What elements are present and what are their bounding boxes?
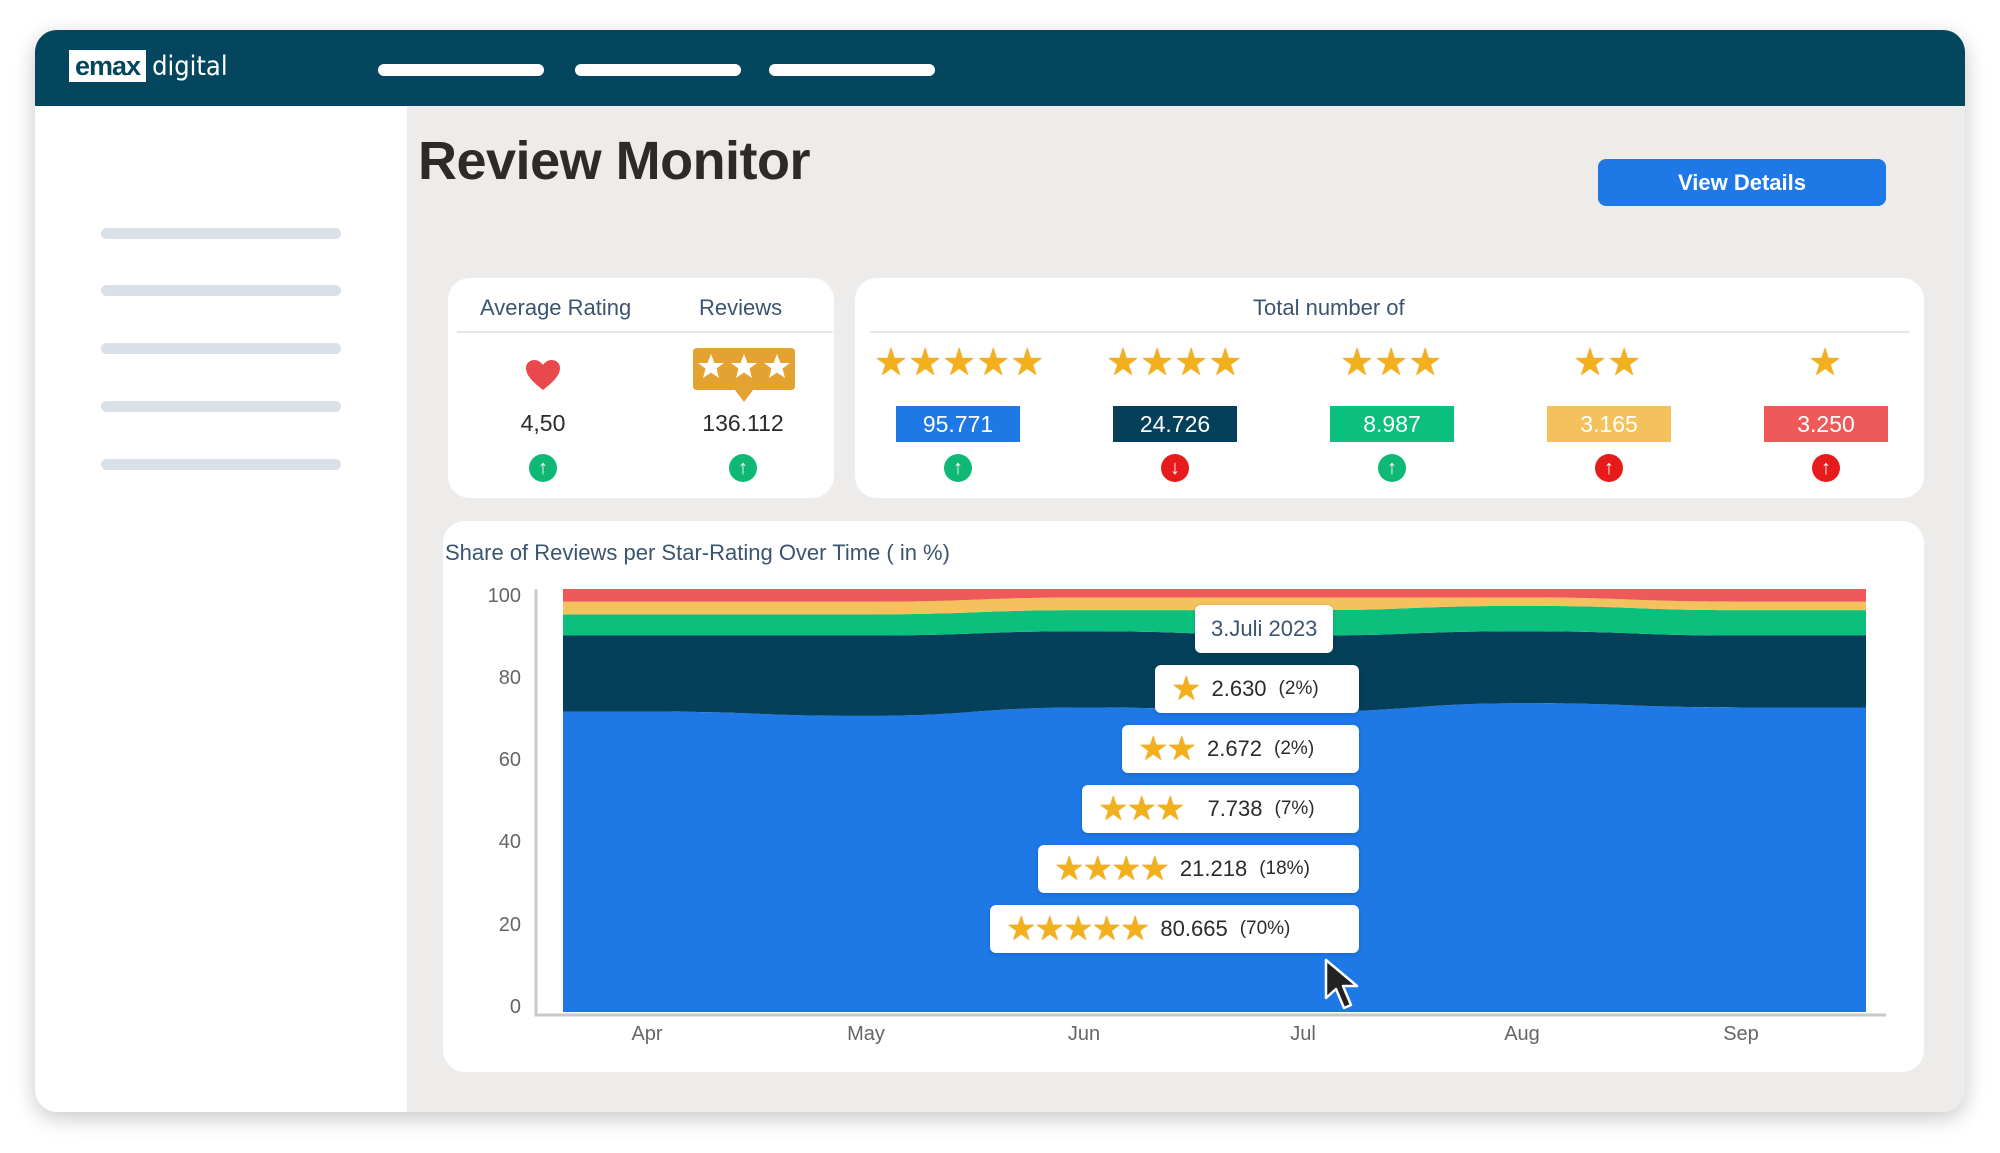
view-details-button[interactable]: View Details <box>1598 159 1886 206</box>
x-tick-may: May <box>847 1023 885 1045</box>
x-tick-sep: Sep <box>1723 1023 1759 1045</box>
nav-item-1[interactable] <box>378 64 544 76</box>
average-rating-label: Average Rating <box>480 295 632 320</box>
tooltip-row-3-star: ★★★ 7.738 (7%) <box>1082 785 1359 833</box>
y-tick-100: 100 <box>487 585 521 607</box>
y-tick-0: 0 <box>509 996 521 1018</box>
heart-icon <box>526 360 560 390</box>
sidebar-item-2[interactable] <box>101 285 341 296</box>
sidebar-item-3[interactable] <box>101 343 341 354</box>
one-star-icon: ★ <box>1808 342 1843 384</box>
area-series-1-star <box>563 589 1866 602</box>
x-tick-jun: Jun <box>1067 1023 1101 1045</box>
nav-item-2[interactable] <box>575 64 741 76</box>
reviews-count-value: 136.112 <box>702 410 784 436</box>
nav-item-3[interactable] <box>769 64 935 76</box>
tooltip-star-icons: ★★★★ <box>1054 850 1170 888</box>
tooltip-value: 7.738 <box>1207 796 1263 821</box>
four-star-total: 24.726 <box>1113 406 1237 442</box>
five-star-total: 95.771 <box>896 406 1020 442</box>
one-star-trend-icon: ↑ <box>1812 454 1840 482</box>
total-number-header: Total number of <box>1253 295 1405 320</box>
sidebar <box>35 106 407 1112</box>
y-tick-20: 20 <box>498 914 521 936</box>
three-star-trend-up-icon: ↑ <box>1378 454 1406 482</box>
tooltip-percent: (2%) <box>1274 738 1315 759</box>
two-star-icons: ★★ <box>1573 342 1642 384</box>
five-star-icons: ★★★★★ <box>874 342 1045 384</box>
tooltip-percent: (18%) <box>1259 858 1310 879</box>
three-star-icons: ★★★ <box>1340 342 1443 384</box>
tooltip-value: 21.218 <box>1179 856 1248 881</box>
mouse-cursor-icon <box>1324 958 1359 1010</box>
x-tick-apr: Apr <box>631 1023 663 1045</box>
tooltip-value: 2.630 <box>1211 676 1267 701</box>
average-rating-trend-up-icon: ↑ <box>529 454 557 482</box>
average-rating-value: 4,50 <box>520 410 566 436</box>
review-speech-bubble-icon <box>693 348 795 402</box>
x-tick-jul: Jul <box>1290 1023 1316 1045</box>
three-star-total: 8.987 <box>1330 406 1454 442</box>
tooltip-row-2-star: ★★ 2.672 (2%) <box>1122 725 1359 773</box>
summary-divider <box>457 331 833 333</box>
reviews-trend-up-icon: ↑ <box>729 454 757 482</box>
five-star-trend-up-icon: ↑ <box>944 454 972 482</box>
reviews-label: Reviews <box>699 295 783 320</box>
page-title: Review Monitor <box>418 131 811 191</box>
tooltip-date-text: 3.Juli 2023 <box>1211 616 1318 641</box>
y-tick-60: 60 <box>498 749 521 771</box>
top-navigation-bar: emax digital <box>35 30 1965 106</box>
tooltip-star-icons: ★★ <box>1138 730 1197 768</box>
tooltip-percent: (2%) <box>1278 678 1319 699</box>
two-star-trend-icon: ↑ <box>1595 454 1623 482</box>
tooltip-row-1-star: ★ 2.630 (2%) <box>1155 665 1359 713</box>
tooltip-star-icons: ★★★ <box>1098 790 1185 828</box>
sidebar-item-4[interactable] <box>101 401 341 412</box>
logo-text: digital <box>152 50 228 82</box>
tooltip-percent: (70%) <box>1239 918 1291 939</box>
sidebar-item-5[interactable] <box>101 459 341 470</box>
four-star-trend-down-icon: ↓ <box>1161 454 1189 482</box>
y-tick-80: 80 <box>498 667 521 689</box>
tooltip-row-5-star: ★★★★★ 80.665 (70%) <box>990 905 1359 953</box>
tooltip-star-icons: ★ <box>1171 670 1202 708</box>
four-star-icons: ★★★★ <box>1106 342 1243 384</box>
y-tick-40: 40 <box>498 831 521 853</box>
one-star-total: 3.250 <box>1764 406 1888 442</box>
tooltip-value: 80.665 <box>1160 916 1228 941</box>
tooltip-row-4-star: ★★★★ 21.218 (18%) <box>1038 845 1359 893</box>
logo-box: emax <box>69 50 147 82</box>
emax-digital-logo[interactable]: emax digital <box>69 50 228 82</box>
totals-divider <box>870 331 1910 333</box>
chart-title: Share of Reviews per Star-Rating Over Ti… <box>445 540 950 565</box>
tooltip-percent: (7%) <box>1274 798 1315 819</box>
x-tick-aug: Aug <box>1504 1023 1540 1045</box>
tooltip-value: 2.672 <box>1206 736 1263 761</box>
tooltip-star-icons: ★★★★★ <box>1006 910 1150 948</box>
tooltip-date: 3.Juli 2023 <box>1195 605 1334 653</box>
two-star-total: 3.165 <box>1547 406 1671 442</box>
chart-axes <box>534 589 1886 1017</box>
sidebar-item-1[interactable] <box>101 228 341 239</box>
